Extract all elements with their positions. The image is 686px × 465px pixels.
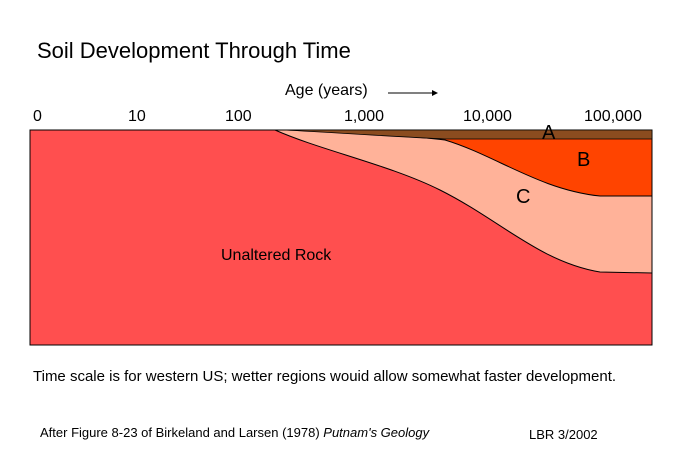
- time-scale-note: Time scale is for western US; wetter reg…: [33, 368, 617, 385]
- diagram-title: Soil Development Through Time: [37, 38, 351, 63]
- age-tick-10000: 10,000: [463, 108, 512, 125]
- age-tick-100000: 100,000: [584, 108, 642, 125]
- credit-text: After Figure 8-23 of Birkeland and Larse…: [40, 425, 324, 440]
- unaltered-rock-label: Unaltered Rock: [221, 247, 332, 264]
- credit-book-title: Putnam's Geology: [323, 425, 430, 440]
- horizon-c-label: C: [516, 186, 531, 208]
- right-arrow-icon: [388, 90, 438, 96]
- a-horizon-region: [284, 129, 653, 140]
- age-tick-0: 0: [33, 108, 42, 125]
- figure-credit: After Figure 8-23 of Birkeland and Larse…: [40, 425, 429, 440]
- horizon-b-label: B: [577, 149, 591, 171]
- horizon-a-label: A: [542, 122, 556, 144]
- age-tick-1000: 1,000: [344, 108, 385, 125]
- age-tick-100: 100: [225, 108, 252, 125]
- author-signature: LBR 3/2002: [529, 427, 598, 442]
- age-tick-10: 10: [128, 108, 146, 125]
- age-axis-label: Age (years): [285, 82, 368, 99]
